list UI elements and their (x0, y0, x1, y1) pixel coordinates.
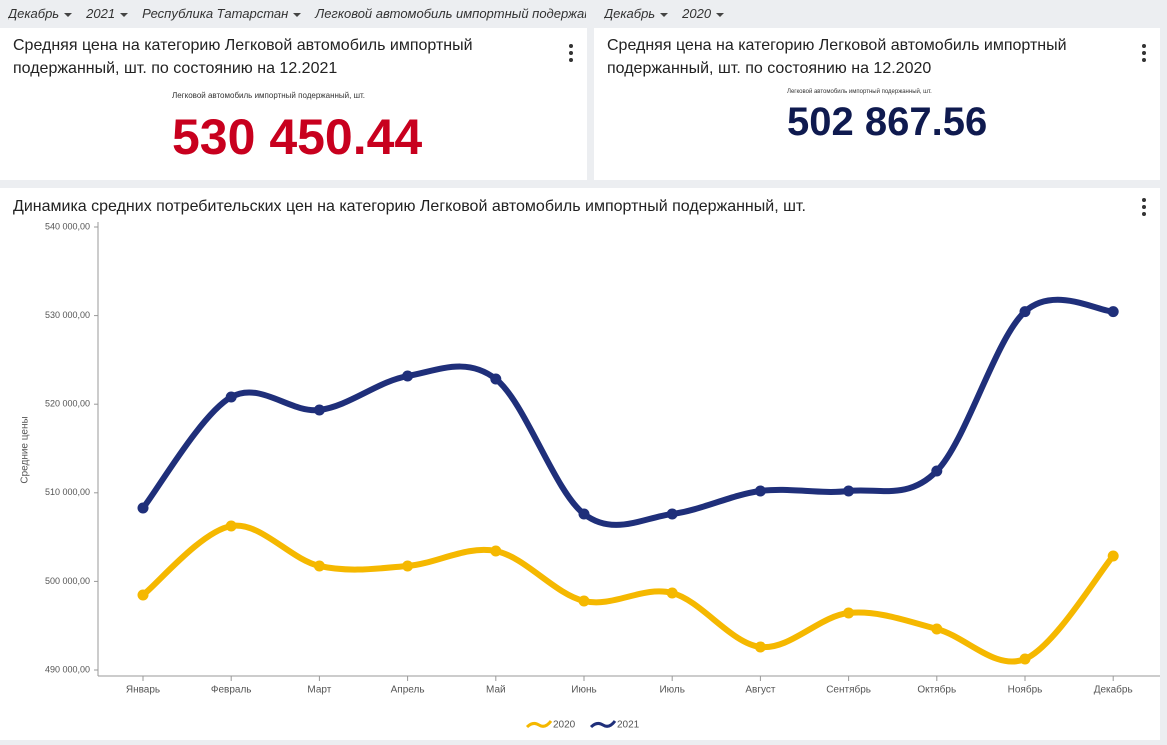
filter[interactable]: Легковой автомобиль импортный подержанны… (315, 6, 586, 21)
point (578, 508, 590, 520)
point (1019, 306, 1031, 318)
y-tick-label: 520 000,00 (45, 399, 90, 409)
y-tick-label: 540 000,00 (45, 221, 90, 231)
menu[interactable] (569, 44, 573, 65)
y-tick-label: 500 000,00 (45, 576, 90, 586)
x-tick-label: Июль (659, 685, 685, 696)
point (313, 560, 325, 572)
x-tick-label: Ноябрь (1008, 684, 1043, 696)
point (754, 485, 766, 497)
card-title: Средняя цена на категорию Легковой автом… (13, 37, 473, 77)
chart-title: Динамика средних потребительских цен на … (13, 198, 806, 215)
legend-symbol (525, 720, 553, 729)
point (490, 373, 502, 385)
x-tick-label: Март (307, 685, 331, 696)
card-subtitle: Легковой автомобиль импортный подержанны… (172, 91, 365, 100)
point (1019, 653, 1031, 665)
point (225, 520, 237, 532)
kpi-value: 530 450.44 (172, 109, 423, 165)
point (754, 641, 766, 653)
point (1107, 550, 1119, 562)
kpi-card: Средняя цена на категорию Легковой автом… (594, 28, 1160, 180)
kpi-value: 502 867.56 (787, 100, 988, 144)
chart-card: Динамика средних потребительских цен на … (0, 188, 1160, 740)
filter[interactable]: 2020 (682, 6, 724, 21)
filter[interactable]: Декабрь (8, 6, 72, 21)
x-tick-label: Август (745, 685, 776, 696)
point (490, 545, 502, 557)
x-tick-label: Май (486, 685, 506, 696)
point (1107, 306, 1119, 318)
point (931, 465, 943, 477)
filter[interactable]: Республика Татарстан (142, 6, 301, 21)
x-tick-label: Сентябрь (826, 684, 871, 696)
x-tick-label: Июнь (571, 685, 596, 696)
menu[interactable] (1142, 198, 1146, 219)
filter[interactable]: Декабрь (604, 6, 668, 21)
legend-label: 2020 (553, 720, 576, 731)
point (225, 391, 237, 403)
card-title: Средняя цена на категорию Легковой автом… (607, 37, 1067, 77)
y-axis-label: Средние цены (20, 416, 31, 483)
point (578, 595, 590, 607)
filter[interactable]: 2021 (86, 6, 128, 21)
x-tick-label: Октябрь (917, 684, 956, 696)
y-tick-label: 490 000,00 (45, 664, 90, 674)
series-line (140, 296, 1117, 528)
legend-label: 2021 (617, 720, 640, 731)
card-subtitle: Легковой автомобиль импортный подержанны… (787, 89, 932, 95)
y-tick-label: 510 000,00 (45, 487, 90, 497)
x-tick-label: Декабрь (1094, 684, 1133, 696)
point (402, 560, 414, 572)
x-tick-label: Январь (126, 685, 160, 696)
menu[interactable] (1142, 44, 1146, 65)
filter-bar: Декабрь 2020 (604, 6, 738, 21)
point (666, 587, 678, 599)
kpi-card: Средняя цена на категорию Легковой автом… (0, 28, 587, 180)
point (137, 502, 149, 514)
series-line (140, 522, 1117, 665)
point (931, 623, 943, 635)
point (843, 607, 855, 619)
point (666, 508, 678, 520)
legend-symbol (589, 720, 617, 729)
point (402, 370, 414, 382)
filter-bar: Декабрь 2021 Республика Татарстан Легковой … (8, 6, 586, 21)
point (137, 589, 149, 601)
y-tick-label: 530 000,00 (45, 310, 90, 320)
point (843, 485, 855, 497)
x-tick-label: Апрель (391, 685, 425, 696)
chart: Динамика средних потребительских цен на … (13, 198, 1160, 731)
x-tick-label: Февраль (211, 685, 252, 696)
point (313, 404, 325, 416)
